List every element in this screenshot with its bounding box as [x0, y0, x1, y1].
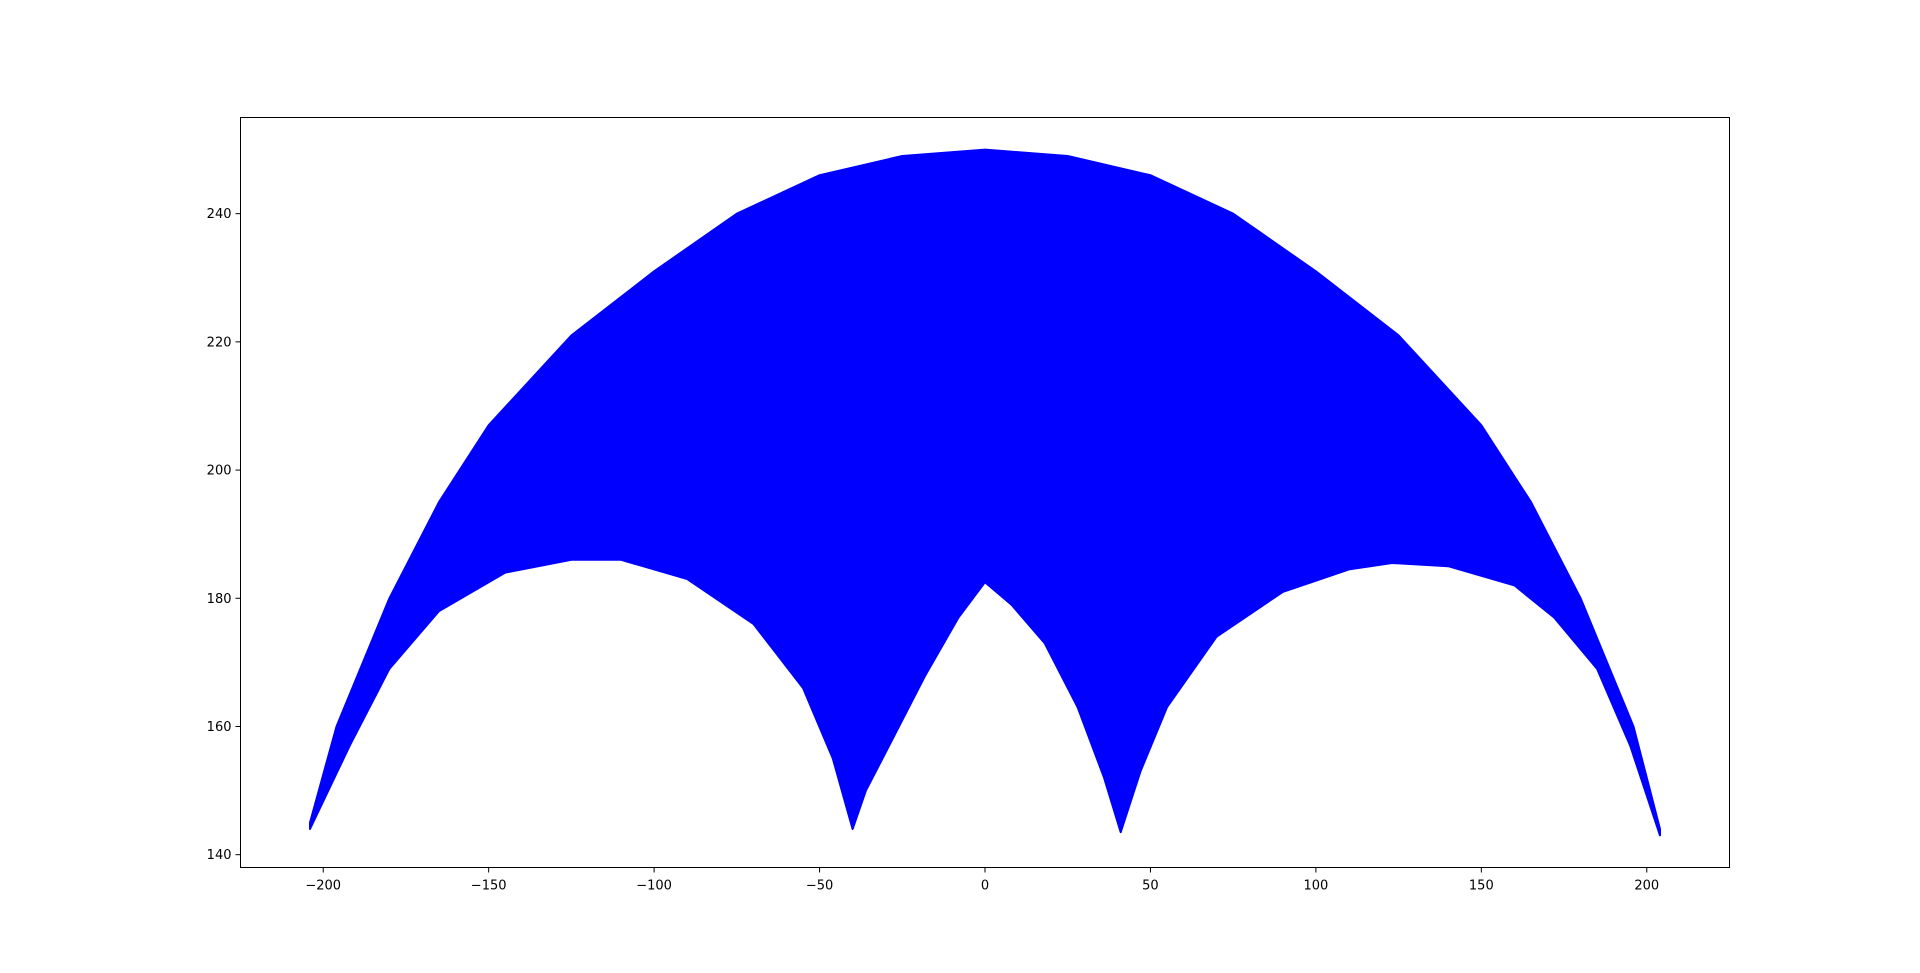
- x-axis: −200 −150 −100 −50 0 50 100 150 200: [305, 867, 1659, 894]
- x-tick-label: −200: [305, 879, 341, 894]
- x-tick-label: −100: [636, 879, 672, 894]
- x-tick-label: −50: [806, 879, 833, 894]
- x-tick-label: 0: [981, 879, 989, 894]
- plot-area: [309, 148, 1661, 837]
- y-tick-label: 180: [207, 592, 232, 607]
- y-tick-label: 160: [207, 720, 232, 735]
- y-tick-label: 140: [207, 848, 232, 863]
- x-tick-label: 150: [1469, 879, 1494, 894]
- y-tick-label: 240: [207, 207, 232, 222]
- y-axis: 140 160 180 200 220 240: [207, 207, 241, 863]
- y-tick-label: 200: [207, 464, 232, 479]
- y-tick-label: 220: [207, 335, 232, 350]
- filled-region-series-0: [309, 148, 1661, 837]
- x-tick-label: 100: [1303, 879, 1328, 894]
- x-tick-label: 200: [1634, 879, 1659, 894]
- x-tick-label: 50: [1142, 879, 1159, 894]
- x-tick-label: −150: [471, 879, 507, 894]
